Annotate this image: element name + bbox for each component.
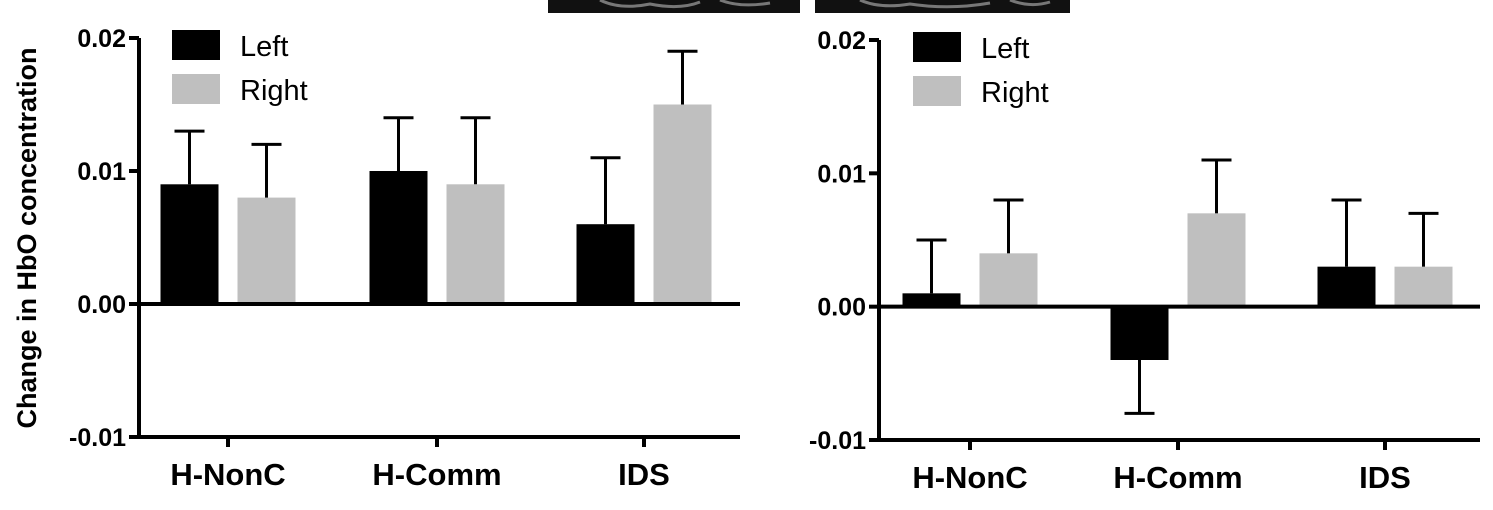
legend-swatch-left bbox=[172, 30, 220, 60]
bar-left-h-comm bbox=[1110, 306, 1169, 360]
x-category-label: H-Comm bbox=[372, 457, 501, 492]
legend-swatch-left bbox=[913, 32, 961, 62]
legend-label-right: Right bbox=[240, 75, 308, 107]
legend-label-right: Right bbox=[981, 77, 1049, 109]
y-tick-label: 0.02 bbox=[817, 27, 866, 55]
x-category-label: H-Comm bbox=[1113, 460, 1242, 495]
bar-left-ids bbox=[1317, 266, 1376, 307]
y-tick-label: 0.01 bbox=[77, 158, 126, 186]
bar-right-h-nonc bbox=[979, 253, 1038, 307]
legend-swatch-right bbox=[172, 74, 220, 104]
y-tick-label: -0.01 bbox=[69, 424, 126, 452]
bar-right-ids bbox=[653, 104, 712, 304]
y-tick-label: 0.00 bbox=[77, 291, 126, 319]
bar-left-h-comm bbox=[369, 171, 428, 304]
bar-right-h-nonc bbox=[237, 197, 296, 304]
y-tick-label: 0.02 bbox=[77, 25, 126, 53]
legend-label-left: Left bbox=[240, 31, 288, 63]
x-category-label: H-NonC bbox=[170, 457, 285, 492]
bar-left-h-nonc bbox=[160, 184, 219, 304]
y-tick-label: 0.01 bbox=[817, 160, 866, 188]
y-tick-label: 0.00 bbox=[817, 294, 866, 322]
x-category-label: IDS bbox=[618, 457, 670, 492]
y-tick-label: -0.01 bbox=[809, 427, 866, 455]
cropped-image-right-detail bbox=[859, 0, 1051, 9]
x-category-label: IDS bbox=[1359, 460, 1411, 495]
x-category-label: H-NonC bbox=[912, 460, 1027, 495]
y-axis-title: Change in HbO concentration bbox=[12, 47, 42, 428]
bar-right-ids bbox=[1394, 266, 1453, 307]
chart-panel-right: 0.02 0.01 0.00 -0.01 H-NonC H-Comm IDS Left Righ… bbox=[809, 27, 1480, 495]
cropped-image-left-detail bbox=[599, 0, 771, 9]
bar-left-h-nonc bbox=[902, 293, 961, 307]
legend-label-left: Left bbox=[981, 33, 1029, 65]
bar-left-ids bbox=[576, 224, 635, 304]
chart-panel-left: 0.02 0.01 0.00 -0.01 H-NonC H-Comm IDS Left Righ… bbox=[69, 25, 740, 492]
bar-right-h-comm bbox=[446, 184, 505, 304]
legend-swatch-right bbox=[913, 76, 961, 106]
bar-right-h-comm bbox=[1187, 213, 1246, 307]
